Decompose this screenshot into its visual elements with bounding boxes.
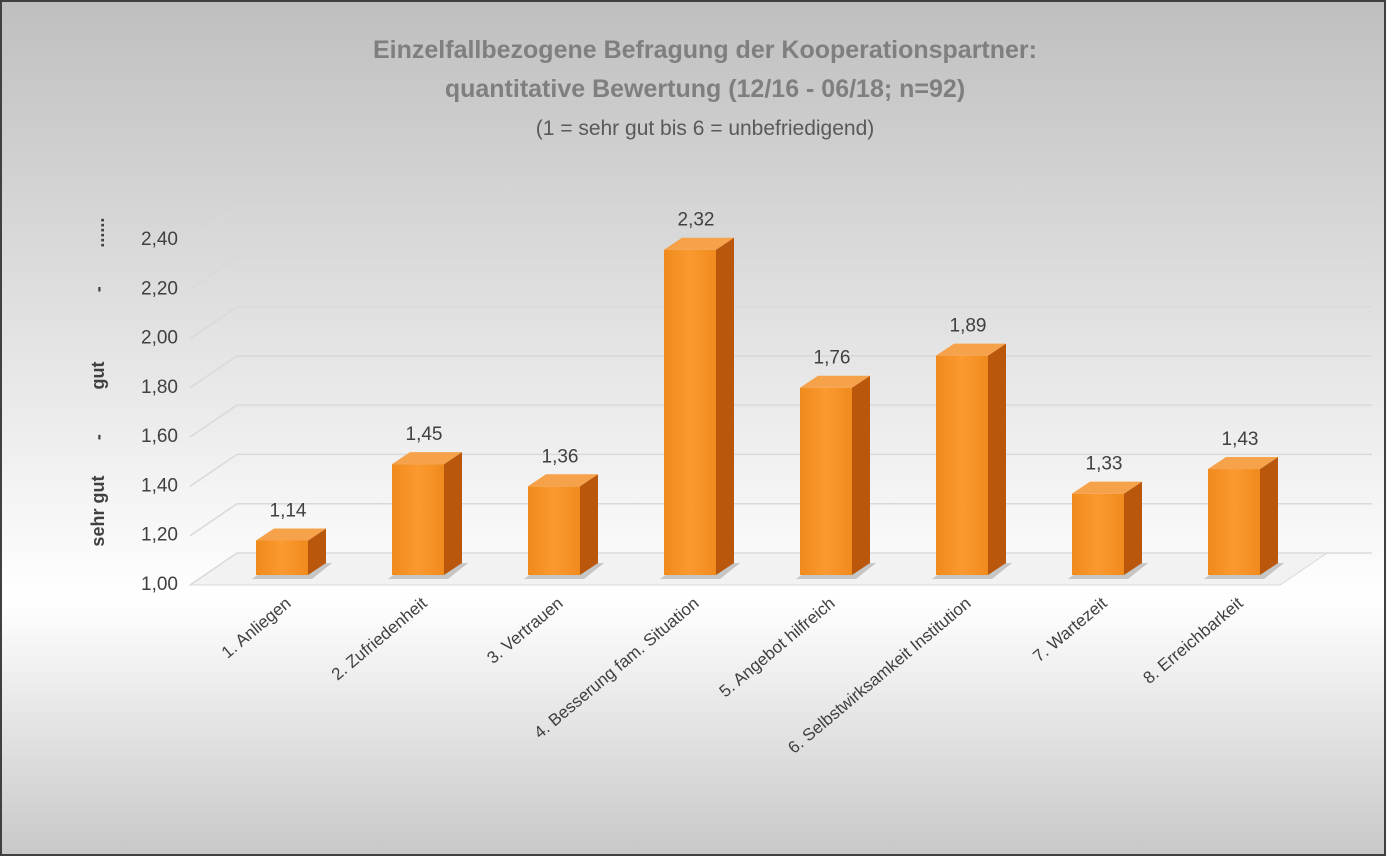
bar-top [256,528,326,541]
data-label: 1,45 [406,424,443,445]
bar-side [444,452,462,575]
data-label: 1,76 [814,348,851,369]
bar-top [1208,457,1278,470]
bar [524,474,604,579]
chart-title: Einzelfallbezogene Befragung der Koopera… [373,36,1037,64]
bar-side [716,237,734,575]
bar-front [1208,469,1260,575]
bar-top [936,343,1006,356]
data-label: 1,33 [1086,454,1123,475]
chart-title: quantitative Bewertung (12/16 - 06/18; n… [445,75,965,103]
grid-line [189,207,1372,241]
y-tick-label: 2,20 [141,278,178,299]
floor [188,552,1329,586]
data-label: 2,32 [678,210,715,231]
bar-side [308,528,326,575]
bar-side [580,474,598,575]
bar-top [800,375,870,388]
bar-side [1260,457,1278,575]
y-axis-label: ...... [88,218,108,248]
bar-side [988,343,1006,575]
bar [1068,481,1148,579]
bar-top [1072,481,1142,494]
y-tick-label: 2,00 [141,328,178,349]
data-label: 1,43 [1222,429,1259,450]
grid-line [189,256,1372,290]
y-tick-label: 2,40 [141,229,178,250]
bar-side [852,375,870,575]
y-axis-label: gut [88,362,108,390]
grid-line [189,305,1372,340]
bar-side [1124,481,1142,575]
bar-top [664,237,734,250]
data-label: 1,36 [542,446,579,467]
bar [1204,457,1284,579]
bar [660,237,740,579]
y-tick-label: 1,40 [141,475,178,496]
y-tick-label: 1,00 [141,574,178,595]
y-axis-label: sehr gut [88,476,108,547]
y-tick-label: 1,60 [141,426,178,447]
bar [932,343,1012,579]
bar [252,528,332,579]
bar-front [1072,493,1124,575]
bar-front [256,540,308,575]
data-label: 1,14 [270,501,307,522]
bar-top [528,474,598,487]
y-tick-label: 1,80 [141,377,178,398]
data-label: 1,89 [950,316,987,337]
bar-front [528,486,580,575]
bar-front [664,249,716,575]
bar [388,452,468,579]
bar-front [392,464,444,575]
bar [796,375,876,579]
y-axis-label: - [88,434,108,440]
y-tick-label: 1,20 [141,525,178,546]
chart-subtitle: (1 = sehr gut bis 6 = unbefriedigend) [536,117,875,140]
bar-front [800,387,852,575]
bar-top [392,452,462,465]
y-axis-label: - [88,286,108,292]
bar-front [936,355,988,575]
